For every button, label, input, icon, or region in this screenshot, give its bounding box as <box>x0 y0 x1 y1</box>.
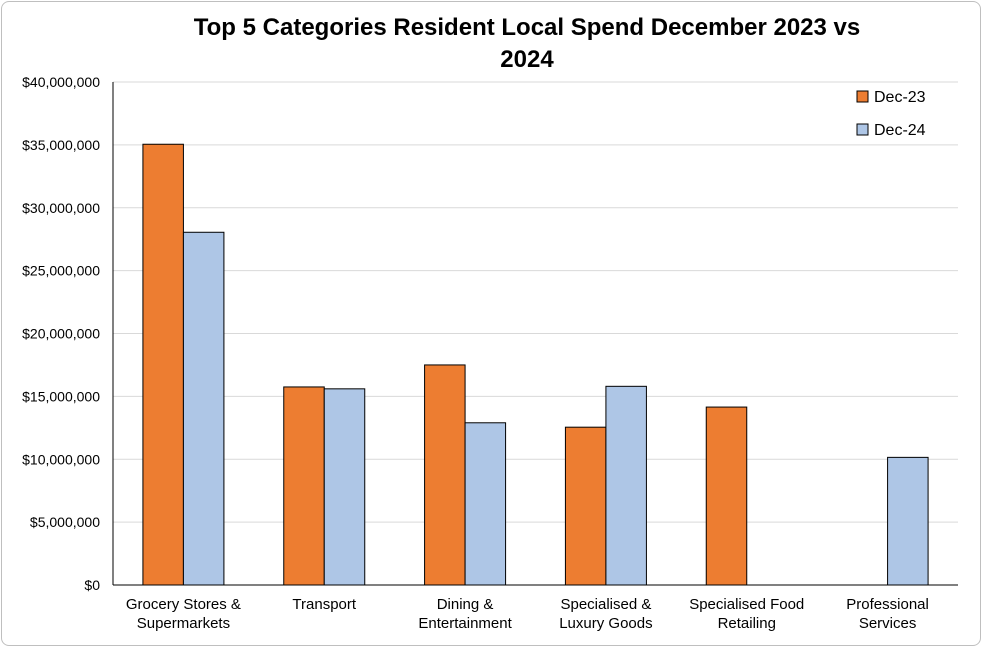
x-category-label: Luxury Goods <box>559 615 652 632</box>
y-tick-label: $35,000,000 <box>22 137 100 153</box>
x-category-label: Retailing <box>718 615 776 632</box>
y-tick-label: $20,000,000 <box>22 326 100 342</box>
legend-label-dec-24: Dec-24 <box>874 122 926 139</box>
bar-dec-24 <box>605 385 647 586</box>
y-tick-label: $5,000,000 <box>30 514 100 530</box>
x-category-label: Specialised & <box>560 596 651 613</box>
y-tick-label: $0 <box>84 577 100 593</box>
y-axis-tick-labels: $0 $5,000,000 $10,000,000 $15,000,000 $20,00… <box>22 74 100 593</box>
x-axis-category-labels: Grocery Stores & Supermarkets Transport Din… <box>126 596 929 632</box>
bar-dec-23 <box>705 406 748 586</box>
y-tick-label: $15,000,000 <box>22 388 100 404</box>
bar-dec-23 <box>283 386 325 586</box>
bar-dec-23 <box>424 364 466 586</box>
bar-dec-23 <box>142 143 184 586</box>
y-tick-label: $40,000,000 <box>22 74 100 90</box>
bar-dec-23 <box>564 426 607 586</box>
x-category-label: Dining & <box>437 596 494 613</box>
y-tick-label: $10,000,000 <box>22 451 100 467</box>
bar-dec-24 <box>323 388 366 586</box>
x-category-label: Grocery Stores & <box>126 596 241 613</box>
x-category-label: Specialised Food <box>689 596 804 613</box>
y-tick-label: $25,000,000 <box>22 263 100 279</box>
legend-label-dec-23: Dec-23 <box>874 89 926 106</box>
legend-swatch-dec-24 <box>856 123 869 136</box>
bar-dec-24 <box>464 422 507 586</box>
axes <box>112 82 958 586</box>
bars <box>142 143 929 586</box>
y-tick-label: $30,000,000 <box>22 200 100 216</box>
x-category-label: Professional <box>846 596 929 613</box>
legend-swatch-dec-23 <box>856 90 869 103</box>
gridlines <box>113 81 958 523</box>
x-category-label: Services <box>859 615 917 632</box>
x-category-label: Entertainment <box>418 615 512 632</box>
bar-dec-24 <box>887 456 929 586</box>
x-category-label: Transport <box>292 596 356 613</box>
legend: Dec-23 Dec-24 <box>856 89 926 139</box>
bar-dec-24 <box>182 231 225 586</box>
x-category-label: Supermarkets <box>137 615 230 632</box>
